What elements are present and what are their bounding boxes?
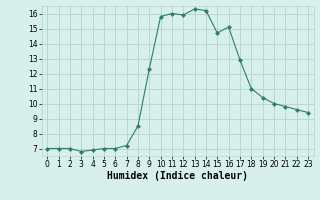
- X-axis label: Humidex (Indice chaleur): Humidex (Indice chaleur): [107, 171, 248, 181]
